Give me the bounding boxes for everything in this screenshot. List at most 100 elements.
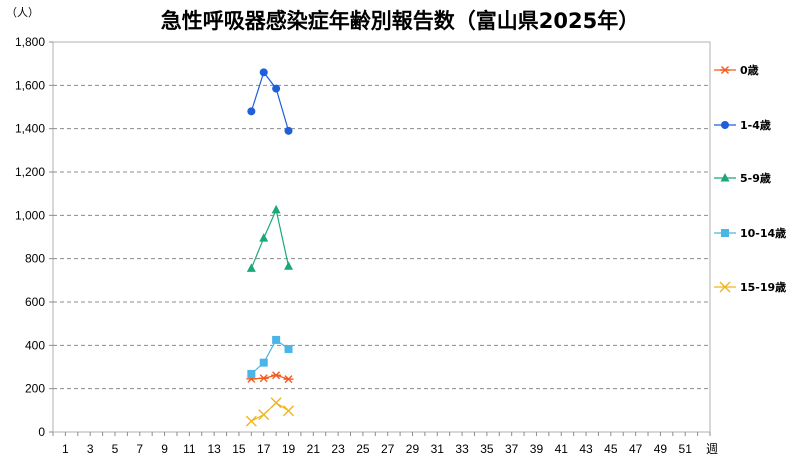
- legend-item: 0歳: [714, 63, 759, 77]
- series-4: [245, 397, 295, 427]
- series-line: [251, 374, 289, 380]
- x-tick-label: 35: [480, 442, 494, 456]
- x-tick-label: 33: [455, 442, 469, 456]
- y-tick-label: 1,400: [15, 122, 45, 136]
- marker-stroke: [259, 374, 268, 383]
- marker-stroke: [284, 375, 293, 384]
- marker-square: [247, 369, 256, 378]
- data-point: [258, 374, 269, 383]
- marker-square: [272, 335, 281, 344]
- marker-square: [284, 345, 293, 354]
- marker-square: [721, 229, 729, 237]
- legend-item: 1-4歳: [714, 118, 771, 132]
- x-tick-label: 31: [431, 442, 445, 456]
- y-tick-label: 1,200: [15, 165, 45, 179]
- data-point: [247, 369, 256, 378]
- y-tick-label: 1,600: [15, 78, 45, 92]
- x-tick-label: 47: [629, 442, 643, 456]
- legend-label: 5-9歳: [740, 171, 771, 185]
- legend: 0歳 1-4歳 5-9歳 10-14歳 15-19歳: [714, 63, 786, 294]
- marker-triangle: [259, 233, 269, 242]
- x-tick-label: 27: [381, 442, 395, 456]
- data-point: [245, 415, 257, 427]
- series-2: [246, 204, 294, 272]
- x-tick-label: 37: [505, 442, 519, 456]
- marker-triangle: [720, 173, 730, 182]
- x-tick-label: 15: [232, 442, 246, 456]
- legend-item: 5-9歳: [714, 171, 771, 185]
- y-axis-ticks: 0 200 400 600 800 1,000 1,200 1,400 1,600 1,800: [15, 35, 53, 439]
- series-line: [250, 207, 290, 269]
- data-point: [259, 358, 268, 367]
- legend-marker: [721, 121, 729, 129]
- marker-circle: [247, 107, 256, 116]
- marker-triangle: [271, 204, 281, 214]
- x-axis-label: 週: [706, 442, 718, 456]
- x-tick-label: 43: [579, 442, 593, 456]
- marker-circle: [721, 121, 729, 129]
- data-point: [284, 345, 293, 354]
- series-line: [250, 339, 289, 375]
- marker-stroke: [245, 415, 257, 427]
- marker-circle: [284, 126, 293, 135]
- legend-marker: [721, 229, 729, 237]
- legend-item: 15-19歳: [714, 280, 786, 294]
- series-line: [251, 401, 289, 422]
- x-tick-label: 49: [654, 442, 668, 456]
- data-point: [246, 263, 256, 272]
- x-axis-ticks: 1 3 5 7 9 11 13 15 17 19 21 23 25 27 29 31 33 35 37 39 41 43 4…: [52, 432, 711, 456]
- legend-marker: [720, 173, 730, 182]
- marker-square: [259, 358, 268, 367]
- grid-lines: [53, 84, 710, 390]
- x-tick-label: 41: [555, 442, 569, 456]
- x-tick-label: 9: [161, 442, 168, 456]
- x-tick-label: 13: [207, 442, 221, 456]
- y-tick-label: 1,800: [15, 35, 45, 49]
- data-point: [283, 405, 295, 417]
- series-3: [247, 335, 293, 378]
- data-point: [272, 84, 281, 93]
- x-tick-label: 17: [257, 442, 271, 456]
- marker-stroke: [721, 66, 729, 74]
- data-point: [270, 397, 282, 409]
- marker-stroke: [270, 397, 282, 409]
- marker-stroke: [258, 409, 270, 421]
- x-tick-label: 19: [282, 442, 296, 456]
- legend-label: 0歳: [740, 63, 759, 77]
- x-tick-label: 51: [679, 442, 693, 456]
- marker-circle: [272, 84, 281, 93]
- plot-area: [52, 41, 711, 433]
- marker-triangle: [284, 261, 294, 270]
- marker-circle: [259, 68, 268, 77]
- data-point: [271, 204, 281, 214]
- legend-label: 1-4歳: [740, 118, 771, 132]
- chart-title: 急性呼吸器感染症年齢別報告数（富山県2025年）: [161, 9, 639, 33]
- x-tick-label: 1: [62, 442, 69, 456]
- y-axis-unit-label: （人）: [6, 6, 39, 19]
- data-point: [272, 335, 281, 344]
- marker-stroke: [283, 405, 295, 417]
- x-tick-label: 45: [604, 442, 618, 456]
- data-point: [284, 261, 294, 270]
- x-tick-label: 29: [406, 442, 420, 456]
- x-tick-label: 23: [331, 442, 345, 456]
- legend-item: 10-14歳: [714, 226, 786, 240]
- legend-marker: [720, 66, 730, 74]
- legend-label: 10-14歳: [740, 226, 786, 240]
- y-tick-label: 600: [25, 295, 45, 309]
- x-tick-label: 3: [87, 442, 94, 456]
- y-tick-label: 1,000: [15, 208, 45, 222]
- x-tick-label: 5: [112, 442, 119, 456]
- x-tick-label: 7: [136, 442, 143, 456]
- legend-label: 15-19歳: [740, 280, 786, 294]
- legend-marker: [719, 281, 731, 293]
- x-tick-label: 25: [356, 442, 370, 456]
- data-point: [259, 68, 268, 77]
- y-tick-label: 400: [25, 338, 45, 352]
- y-tick-label: 0: [38, 425, 45, 439]
- data-point: [247, 107, 256, 116]
- data-point: [271, 371, 282, 380]
- x-tick-label: 39: [530, 442, 544, 456]
- marker-stroke: [272, 371, 281, 380]
